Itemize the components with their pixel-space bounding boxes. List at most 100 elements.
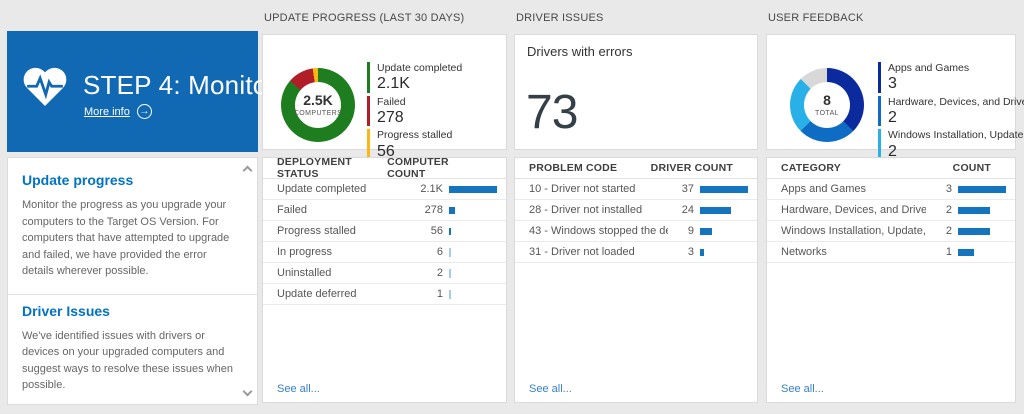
table-row[interactable]: In progress 6 (263, 242, 506, 263)
row-value: 278 (424, 204, 443, 216)
legend-swatch (367, 129, 370, 161)
value-bar (700, 206, 731, 214)
bar-track (449, 206, 499, 214)
table-row[interactable]: 28 - Driver not installed 24 (515, 200, 757, 221)
donut-center-label: TOTAL (815, 109, 839, 117)
bar-track (700, 248, 750, 256)
row-value: 24 (681, 204, 694, 216)
legend-value: 278 (377, 108, 404, 126)
scroll-up-icon[interactable] (242, 165, 253, 176)
value-bar (449, 206, 455, 214)
update-progress-column: UPDATE PROGRESS (LAST 30 DAYS) 2.5K COMP… (262, 0, 507, 414)
bar-track (958, 227, 1008, 235)
donut-center-value: 2.5K (303, 92, 333, 109)
user-feedback-donut-card: 8 TOTAL Apps and Games 3 Hardware, Devic… (766, 34, 1024, 161)
value-bar (958, 248, 974, 256)
table-header: PROBLEM CODE DRIVER COUNT (515, 158, 757, 179)
section-heading-update-progress: Update progress (22, 172, 134, 188)
row-value: 3 (945, 183, 952, 195)
table-row[interactable]: 43 - Windows stopped the devi... 9 (515, 221, 757, 242)
legend-item: Update completed 2.1K (367, 62, 462, 93)
bar-track (700, 206, 750, 214)
row-value: 3 (687, 246, 694, 258)
row-value: 2 (945, 225, 952, 237)
legend-value: 3 (888, 75, 897, 93)
row-value: 1 (436, 288, 443, 300)
legend-value: 56 (377, 142, 395, 160)
table-row[interactable]: Windows Installation, Update,... 2 (767, 221, 1015, 242)
row-value: 37 (681, 183, 694, 195)
table-row[interactable]: Failed 278 (263, 200, 506, 221)
value-bar (958, 206, 990, 214)
bar-track (700, 227, 750, 235)
table-row[interactable]: Hardware, Devices, and Drivers 2 (767, 200, 1015, 221)
column-header-user-feedback: USER FEEDBACK (768, 12, 864, 24)
update-progress-donut-chart: 2.5K COMPUTERS (281, 68, 355, 142)
row-label: Networks (781, 246, 827, 258)
table-row[interactable]: Update deferred 1 (263, 284, 506, 305)
legend-label: Apps and Games (888, 62, 970, 74)
table-header: DEPLOYMENT STATUS COMPUTER COUNT (263, 156, 506, 180)
table-row[interactable]: Progress stalled 56 (263, 221, 506, 242)
see-all-link[interactable]: See all... (277, 383, 320, 395)
value-bar (700, 227, 712, 235)
description-panel: Update progress Monitor the progress as … (7, 157, 258, 405)
more-info-link[interactable]: More info → (84, 104, 152, 119)
table-row[interactable]: Networks 1 (767, 242, 1015, 263)
value-bar (449, 185, 497, 193)
row-label: 28 - Driver not installed (529, 204, 643, 216)
table-row[interactable]: Update completed 2.1K (263, 179, 506, 200)
column-header-label: DEPLOYMENT STATUS (277, 156, 352, 180)
bar-track (958, 185, 1008, 193)
row-value: 2.1K (420, 183, 443, 195)
legend-label: Failed (377, 95, 406, 108)
legend-value: 2 (888, 142, 897, 160)
see-all-link[interactable]: See all... (529, 383, 572, 395)
legend-swatch (878, 62, 881, 93)
bar-track (449, 247, 499, 257)
section-heading-driver-issues: Driver Issues (22, 302, 110, 319)
bar-track (449, 268, 499, 278)
bar-track (449, 227, 499, 235)
problem-code-table-card: PROBLEM CODE DRIVER COUNT 10 - Driver no… (514, 157, 758, 403)
table-row[interactable]: Apps and Games 3 (767, 179, 1015, 200)
column-header-label: PROBLEM CODE (529, 162, 618, 174)
legend-swatch (367, 62, 370, 93)
column-header-label: CATEGORY (781, 162, 841, 174)
user-feedback-legend: Apps and Games 3 Hardware, Devices, and … (878, 62, 1024, 163)
update-progress-donut-card: 2.5K COMPUTERS Update completed 2.1K Fai… (262, 34, 507, 161)
row-label: Update deferred (277, 288, 357, 300)
deployment-status-table-card: DEPLOYMENT STATUS COMPUTER COUNT Update … (262, 156, 507, 403)
table-row[interactable]: Uninstalled 2 (263, 263, 506, 284)
row-value: 1 (945, 246, 952, 258)
legend-value: 2.1K (377, 75, 410, 93)
value-bar (700, 185, 748, 193)
legend-item: Hardware, Devices, and Drivers 2 (878, 95, 1024, 127)
drivers-with-errors-card: Drivers with errors 73 (514, 34, 758, 150)
column-header-value: DRIVER COUNT (650, 162, 733, 174)
donut-center-value: 8 (823, 92, 831, 109)
card-title: Drivers with errors (527, 44, 633, 59)
table-row[interactable]: 10 - Driver not started 37 (515, 179, 757, 200)
bar-track (449, 185, 499, 193)
legend-label: Update completed (377, 62, 463, 74)
page-title: STEP 4: Monitor (83, 70, 277, 100)
see-all-link[interactable]: See all... (781, 383, 824, 395)
row-label: Uninstalled (277, 267, 332, 279)
row-label: 10 - Driver not started (529, 183, 636, 195)
row-value: 2 (945, 204, 952, 216)
legend-label: Windows Installation, Update, and... (888, 129, 1024, 142)
legend-label: Hardware, Devices, and Drivers (888, 95, 1024, 108)
row-label: Windows Installation, Update,... (781, 225, 926, 237)
value-bar (449, 247, 451, 257)
category-table-card: CATEGORY COUNT Apps and Games 3 Hardware… (766, 157, 1016, 403)
table-row[interactable]: 31 - Driver not loaded 3 (515, 242, 757, 263)
arrow-right-circle-icon: → (136, 104, 152, 119)
scroll-down-icon[interactable] (242, 386, 253, 397)
legend-label: Progress stalled (377, 129, 453, 142)
bar-track (700, 185, 750, 193)
legend-item: Failed 278 (367, 95, 462, 127)
user-feedback-donut-chart: 8 TOTAL (790, 68, 864, 142)
column-header-value: COUNT (952, 162, 991, 174)
